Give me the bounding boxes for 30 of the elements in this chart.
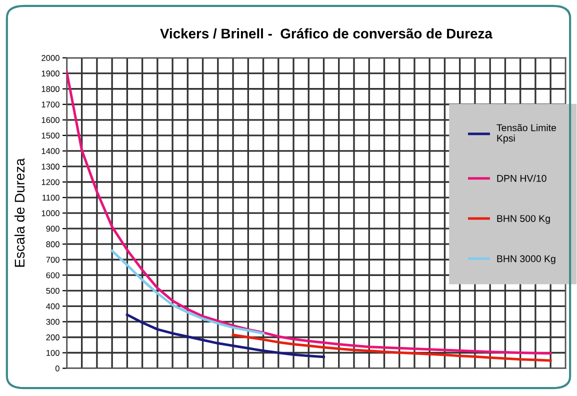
y-tick-label: 1700 — [42, 102, 60, 108]
legend-label: DPN HV/10 — [497, 174, 546, 182]
y-tick-label: 800 — [46, 241, 60, 248]
y-tick-label: 0 — [55, 365, 60, 372]
chart-title: Vickers / Brinell - Gráfico de conversão de Dureza — [160, 28, 492, 39]
legend-label: BHN 3000 Kg — [497, 255, 556, 264]
y-tick-label: 1500 — [42, 132, 60, 139]
y-tick-label: 1100 — [42, 194, 60, 201]
y-tick-label: 300 — [46, 318, 60, 325]
y-tick-label: 1300 — [42, 164, 60, 170]
line-series — [110, 250, 265, 335]
y-tick-label: 1800 — [42, 86, 60, 92]
y-tick-label: 200 — [46, 334, 60, 340]
y-tick-label: 600 — [46, 272, 60, 278]
y-tick-label: 700 — [46, 256, 60, 263]
legend-label: BHN 500 Kg — [497, 215, 550, 224]
y-tick-label: 2000 — [42, 55, 60, 61]
y-tick-label: 1000 — [42, 210, 60, 216]
y-tick-label: 1400 — [42, 148, 60, 154]
y-tick-label: 500 — [46, 288, 60, 294]
y-tick-label: 1600 — [42, 117, 60, 124]
y-tick-label: 900 — [46, 226, 60, 232]
y-tick-label: 400 — [46, 303, 60, 310]
y-axis-title: Escala de Dureza — [14, 158, 25, 267]
y-tick-label: 1900 — [42, 70, 60, 76]
y-tick-label: 1200 — [42, 179, 60, 186]
line-series — [126, 313, 326, 358]
legend-label: Tensão Limite Kpsi — [496, 124, 556, 144]
y-tick-label: 100 — [46, 350, 60, 356]
line-series — [232, 334, 552, 362]
